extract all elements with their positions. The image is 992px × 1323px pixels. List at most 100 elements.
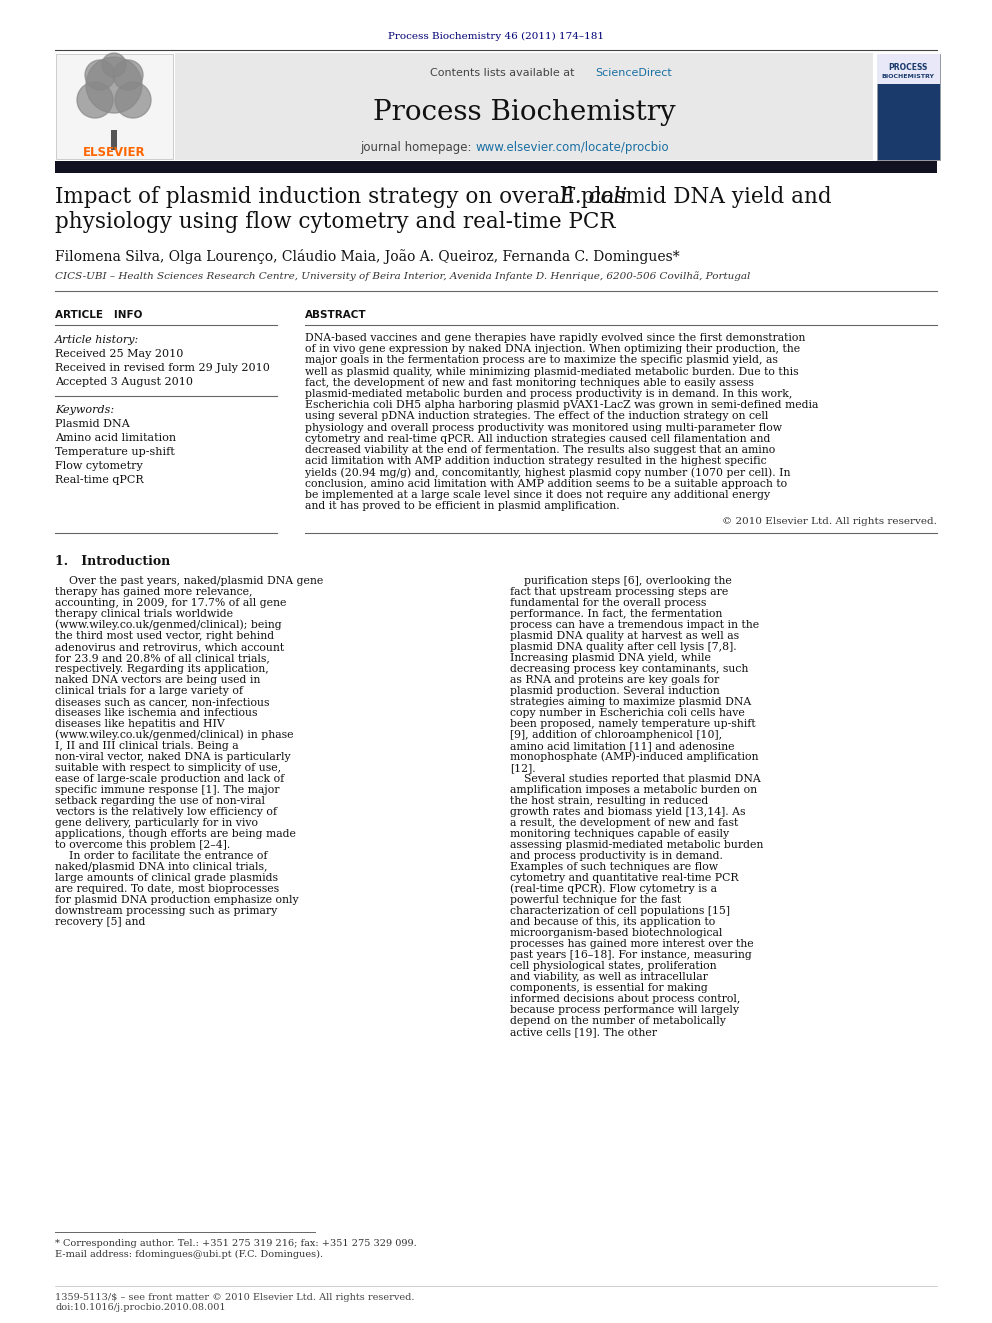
- Text: because process performance will largely: because process performance will largely: [510, 1005, 739, 1015]
- Text: decreasing process key contaminants, such: decreasing process key contaminants, suc…: [510, 664, 748, 675]
- Circle shape: [86, 57, 142, 112]
- Text: Several studies reported that plasmid DNA: Several studies reported that plasmid DN…: [524, 774, 761, 785]
- Text: and it has proved to be efficient in plasmid amplification.: and it has proved to be efficient in pla…: [305, 501, 620, 511]
- FancyBboxPatch shape: [56, 54, 173, 159]
- Text: the third most used vector, right behind: the third most used vector, right behind: [55, 631, 274, 642]
- Text: ABSTRACT: ABSTRACT: [305, 310, 367, 320]
- Text: Over the past years, naked/plasmid DNA gene: Over the past years, naked/plasmid DNA g…: [69, 577, 323, 586]
- Text: non-viral vector, naked DNA is particularly: non-viral vector, naked DNA is particula…: [55, 753, 291, 762]
- Text: fundamental for the overall process: fundamental for the overall process: [510, 598, 706, 609]
- Text: journal homepage:: journal homepage:: [360, 140, 475, 153]
- Text: clinical trials for a large variety of: clinical trials for a large variety of: [55, 687, 243, 696]
- Text: doi:10.1016/j.procbio.2010.08.001: doi:10.1016/j.procbio.2010.08.001: [55, 1303, 225, 1312]
- Text: (www.wiley.co.uk/genmed/clinical); being: (www.wiley.co.uk/genmed/clinical); being: [55, 620, 282, 631]
- Text: characterization of cell populations [15]: characterization of cell populations [15…: [510, 906, 730, 917]
- Text: E. coli: E. coli: [559, 187, 628, 208]
- Text: naked DNA vectors are being used in: naked DNA vectors are being used in: [55, 675, 260, 685]
- Text: ScienceDirect: ScienceDirect: [595, 67, 672, 78]
- Text: been proposed, namely temperature up-shift: been proposed, namely temperature up-shi…: [510, 720, 756, 729]
- Text: growth rates and biomass yield [13,14]. As: growth rates and biomass yield [13,14]. …: [510, 807, 746, 818]
- Text: of in vivo gene expression by naked DNA injection. When optimizing their product: of in vivo gene expression by naked DNA …: [305, 344, 801, 355]
- Text: conclusion, amino acid limitation with AMP addition seems to be a suitable appro: conclusion, amino acid limitation with A…: [305, 479, 787, 488]
- Text: Article history:: Article history:: [55, 335, 139, 345]
- Text: depend on the number of metabolically: depend on the number of metabolically: [510, 1016, 726, 1027]
- Text: and viability, as well as intracellular: and viability, as well as intracellular: [510, 972, 708, 982]
- Text: strategies aiming to maximize plasmid DNA: strategies aiming to maximize plasmid DN…: [510, 697, 751, 708]
- Text: [12].: [12].: [510, 763, 536, 773]
- Text: adenovirus and retrovirus, which account: adenovirus and retrovirus, which account: [55, 642, 284, 652]
- Text: major goals in the fermentation process are to maximize the specific plasmid yie: major goals in the fermentation process …: [305, 356, 778, 365]
- FancyBboxPatch shape: [55, 161, 937, 173]
- Text: for plasmid DNA production emphasize only: for plasmid DNA production emphasize onl…: [55, 896, 299, 905]
- Text: In order to facilitate the entrance of: In order to facilitate the entrance of: [69, 851, 268, 861]
- Text: 1.   Introduction: 1. Introduction: [55, 554, 171, 568]
- Text: ARTICLE   INFO: ARTICLE INFO: [55, 310, 143, 320]
- Text: components, is essential for making: components, is essential for making: [510, 983, 707, 994]
- Text: diseases like hepatitis and HIV: diseases like hepatitis and HIV: [55, 720, 225, 729]
- Text: PROCESS: PROCESS: [888, 64, 928, 73]
- Text: well as plasmid quality, while minimizing plasmid-mediated metabolic burden. Due: well as plasmid quality, while minimizin…: [305, 366, 799, 377]
- Text: fact, the development of new and fast monitoring techniques able to easily asses: fact, the development of new and fast mo…: [305, 378, 754, 388]
- Text: cytometry and real-time qPCR. All induction strategies caused cell filamentation: cytometry and real-time qPCR. All induct…: [305, 434, 771, 443]
- Text: decreased viability at the end of fermentation. The results also suggest that an: decreased viability at the end of fermen…: [305, 445, 776, 455]
- Text: Amino acid limitation: Amino acid limitation: [55, 433, 177, 443]
- Text: copy number in Escherichia coli cells have: copy number in Escherichia coli cells ha…: [510, 708, 745, 718]
- Circle shape: [85, 60, 115, 90]
- Text: ease of large-scale production and lack of: ease of large-scale production and lack …: [55, 774, 285, 785]
- Text: acid limitation with AMP addition induction strategy resulted in the highest spe: acid limitation with AMP addition induct…: [305, 456, 767, 466]
- Text: physiology using flow cytometry and real-time PCR: physiology using flow cytometry and real…: [55, 210, 615, 233]
- Text: therapy clinical trials worldwide: therapy clinical trials worldwide: [55, 609, 233, 619]
- Text: downstream processing such as primary: downstream processing such as primary: [55, 906, 277, 917]
- Text: specific immune response [1]. The major: specific immune response [1]. The major: [55, 785, 280, 795]
- Text: I, II and III clinical trials. Being a: I, II and III clinical trials. Being a: [55, 741, 239, 751]
- Text: DNA-based vaccines and gene therapies have rapidly evolved since the first demon: DNA-based vaccines and gene therapies ha…: [305, 333, 806, 343]
- Text: Plasmid DNA: Plasmid DNA: [55, 419, 130, 429]
- Text: diseases such as cancer, non-infectious: diseases such as cancer, non-infectious: [55, 697, 270, 708]
- Text: for 23.9 and 20.8% of all clinical trials,: for 23.9 and 20.8% of all clinical trial…: [55, 654, 270, 663]
- Text: and because of this, its application to: and because of this, its application to: [510, 917, 715, 927]
- Text: powerful technique for the fast: powerful technique for the fast: [510, 896, 682, 905]
- Text: CICS-UBI – Health Sciences Research Centre, University of Beira Interior, Avenid: CICS-UBI – Health Sciences Research Cent…: [55, 271, 750, 280]
- Text: Examples of such techniques are flow: Examples of such techniques are flow: [510, 863, 718, 872]
- Text: setback regarding the use of non-viral: setback regarding the use of non-viral: [55, 796, 265, 806]
- Text: Received in revised form 29 July 2010: Received in revised form 29 July 2010: [55, 363, 270, 373]
- Text: past years [16–18]. For instance, measuring: past years [16–18]. For instance, measur…: [510, 950, 752, 960]
- Text: large amounts of clinical grade plasmids: large amounts of clinical grade plasmids: [55, 873, 278, 884]
- Text: cell physiological states, proliferation: cell physiological states, proliferation: [510, 962, 716, 971]
- Text: 1359-5113/$ – see front matter © 2010 Elsevier Ltd. All rights reserved.: 1359-5113/$ – see front matter © 2010 El…: [55, 1293, 415, 1302]
- Text: Received 25 May 2010: Received 25 May 2010: [55, 349, 184, 359]
- Text: monitoring techniques capable of easily: monitoring techniques capable of easily: [510, 830, 729, 839]
- FancyBboxPatch shape: [175, 53, 873, 160]
- Text: Process Biochemistry 46 (2011) 174–181: Process Biochemistry 46 (2011) 174–181: [388, 32, 604, 41]
- Text: be implemented at a large scale level since it does not require any additional e: be implemented at a large scale level si…: [305, 490, 770, 500]
- FancyBboxPatch shape: [877, 54, 940, 83]
- Text: using several pDNA induction strategies. The effect of the induction strategy on: using several pDNA induction strategies.…: [305, 411, 769, 422]
- Text: yields (20.94 mg/g) and, concomitantly, highest plasmid copy number (1070 per ce: yields (20.94 mg/g) and, concomitantly, …: [305, 467, 791, 478]
- Text: * Corresponding author. Tel.: +351 275 319 216; fax: +351 275 329 099.: * Corresponding author. Tel.: +351 275 3…: [55, 1238, 417, 1248]
- Text: purification steps [6], overlooking the: purification steps [6], overlooking the: [524, 577, 732, 586]
- Text: vectors is the relatively low efficiency of: vectors is the relatively low efficiency…: [55, 807, 277, 818]
- Text: suitable with respect to simplicity of use,: suitable with respect to simplicity of u…: [55, 763, 281, 773]
- FancyBboxPatch shape: [877, 54, 940, 160]
- Circle shape: [102, 53, 126, 77]
- Text: [9], addition of chloroamphenicol [10],: [9], addition of chloroamphenicol [10],: [510, 730, 722, 740]
- Text: BIOCHEMISTRY: BIOCHEMISTRY: [882, 74, 934, 79]
- Text: processes has gained more interest over the: processes has gained more interest over …: [510, 939, 754, 949]
- Text: (real-time qPCR). Flow cytometry is a: (real-time qPCR). Flow cytometry is a: [510, 884, 717, 894]
- Circle shape: [115, 82, 151, 118]
- Text: Process Biochemistry: Process Biochemistry: [373, 98, 676, 126]
- Text: plasmid-mediated metabolic burden and process productivity is in demand. In this: plasmid-mediated metabolic burden and pr…: [305, 389, 793, 400]
- Text: Escherichia coli DH5 alpha harboring plasmid pVAX1-LacZ was grown in semi-define: Escherichia coli DH5 alpha harboring pla…: [305, 400, 818, 410]
- Text: Real-time qPCR: Real-time qPCR: [55, 475, 144, 486]
- Text: Increasing plasmid DNA yield, while: Increasing plasmid DNA yield, while: [510, 654, 711, 663]
- Text: cytometry and quantitative real-time PCR: cytometry and quantitative real-time PCR: [510, 873, 738, 884]
- Text: www.elsevier.com/locate/procbio: www.elsevier.com/locate/procbio: [475, 140, 669, 153]
- Text: applications, though efforts are being made: applications, though efforts are being m…: [55, 830, 296, 839]
- Text: and process productivity is in demand.: and process productivity is in demand.: [510, 851, 723, 861]
- Text: accounting, in 2009, for 17.7% of all gene: accounting, in 2009, for 17.7% of all ge…: [55, 598, 287, 609]
- Text: are required. To date, most bioprocesses: are required. To date, most bioprocesses: [55, 884, 279, 894]
- Text: (www.wiley.co.uk/genmed/clinical) in phase: (www.wiley.co.uk/genmed/clinical) in pha…: [55, 730, 294, 741]
- Text: amino acid limitation [11] and adenosine: amino acid limitation [11] and adenosine: [510, 741, 734, 751]
- Circle shape: [113, 60, 143, 90]
- Text: © 2010 Elsevier Ltd. All rights reserved.: © 2010 Elsevier Ltd. All rights reserved…: [722, 517, 937, 525]
